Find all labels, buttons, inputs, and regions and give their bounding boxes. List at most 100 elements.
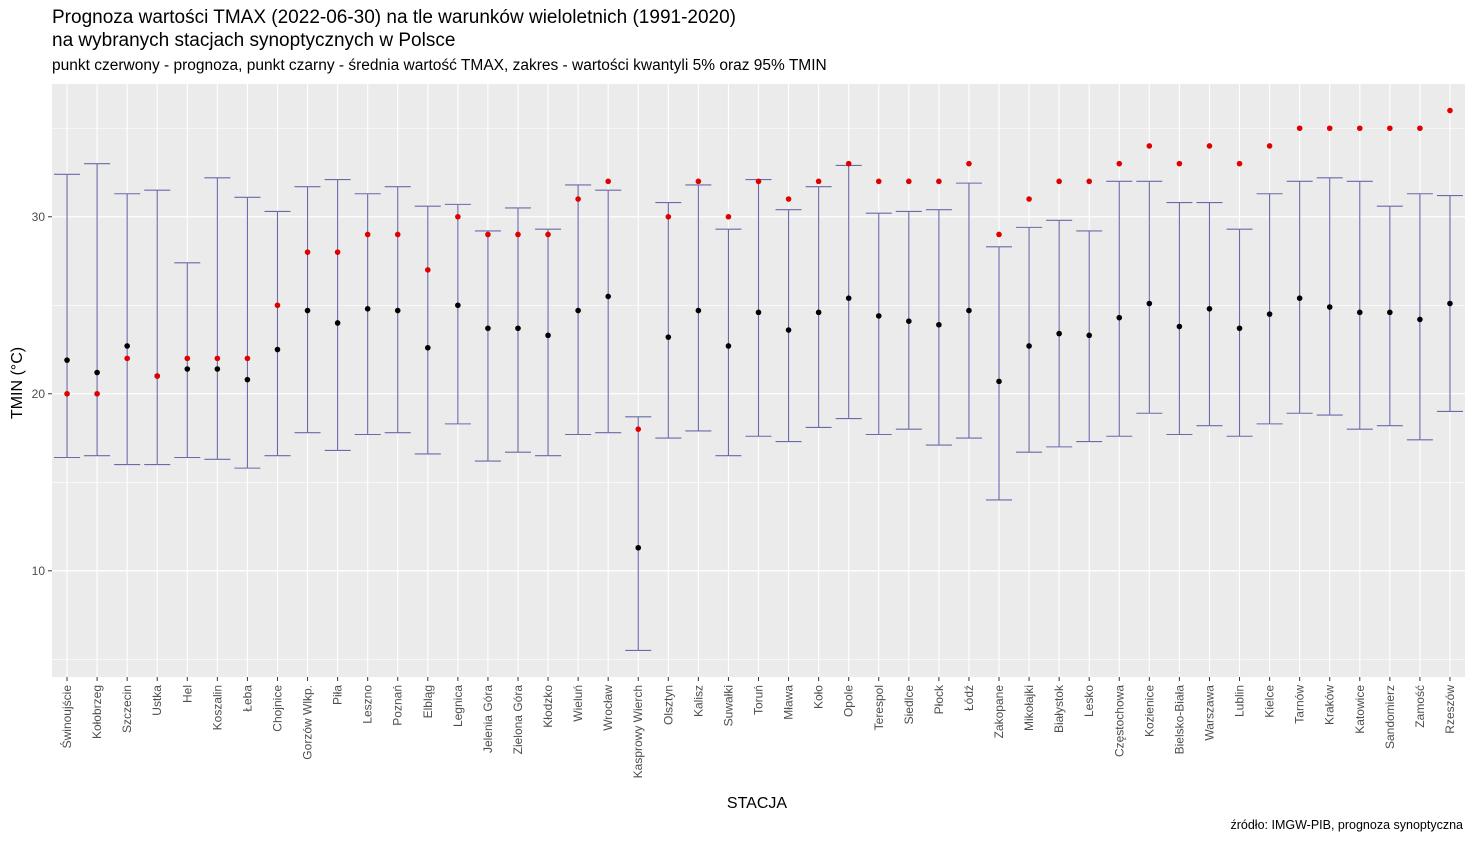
x-tick-label: Kasprowy Wierch: [631, 685, 645, 778]
mean-point: [1176, 323, 1183, 330]
x-tick-label: Kłodzko: [541, 685, 555, 728]
forecast-point: [1266, 143, 1273, 149]
forecast-point: [575, 196, 581, 202]
x-tick-label: Lesko: [1082, 685, 1096, 717]
forecast-point: [725, 213, 732, 220]
mean-point: [695, 307, 702, 314]
x-tick-label: Białystok: [1052, 684, 1066, 733]
mean-point: [244, 376, 251, 383]
y-axis-label: TMIN (°C): [9, 347, 26, 419]
mean-point: [304, 307, 311, 314]
forecast-point: [1356, 125, 1363, 132]
forecast-point: [1146, 143, 1153, 149]
forecast-point: [1417, 125, 1423, 132]
forecast-point: [966, 160, 972, 167]
x-tick-label: Terespol: [872, 685, 886, 730]
mean-point: [485, 325, 491, 332]
x-tick-label: Łeba: [240, 685, 254, 712]
mean-point: [1056, 330, 1062, 337]
mean-point: [635, 544, 642, 551]
forecast-point: [906, 178, 912, 185]
forecast-point: [815, 178, 822, 185]
forecast-point: [1236, 160, 1243, 167]
x-tick-label: Rzeszów: [1443, 685, 1457, 734]
forecast-point: [154, 373, 161, 379]
chart-title-line2: na wybranych stacjach synoptycznych w Po…: [52, 30, 456, 51]
mean-point: [1116, 314, 1123, 321]
forecast-point: [1026, 196, 1032, 202]
mean-point: [545, 332, 551, 339]
mean-point: [1387, 309, 1393, 316]
mean-point: [424, 344, 431, 351]
mean-point: [725, 343, 732, 349]
x-tick-label: Sandomierz: [1383, 685, 1397, 749]
x-tick-label: Leszno: [361, 685, 375, 724]
x-tick-label: Świnoujście: [59, 685, 74, 749]
mean-point: [1146, 300, 1153, 307]
mean-point: [1206, 306, 1213, 312]
x-tick-label: Legnica: [451, 685, 465, 727]
forecast-point: [605, 178, 611, 185]
x-tick-label: Chojnice: [270, 685, 284, 732]
forecast-point: [94, 390, 100, 397]
forecast-point: [1326, 125, 1333, 132]
x-tick-label: Opole: [842, 685, 856, 717]
forecast-point: [394, 231, 401, 238]
forecast-point: [214, 355, 221, 362]
x-tick-label: Lublin: [1233, 685, 1247, 717]
x-tick-label: Bielsko-Biała: [1172, 685, 1186, 755]
mean-points: [64, 293, 1453, 551]
mean-point: [1356, 309, 1363, 316]
mean-point: [815, 309, 822, 316]
forecast-point: [695, 178, 702, 185]
mean-point: [394, 307, 401, 314]
mean-point: [845, 295, 852, 301]
mean-point: [94, 369, 100, 376]
forecast-point: [1387, 125, 1393, 132]
mean-point: [575, 307, 581, 314]
x-tick-label: Poznań: [391, 685, 405, 726]
mean-point: [1266, 311, 1273, 317]
x-tick-label: Kalisz: [691, 685, 705, 717]
mean-point: [64, 357, 70, 363]
mean-point: [1236, 325, 1243, 332]
x-tick-label: Katowice: [1353, 685, 1367, 734]
forecast-point: [1447, 107, 1453, 114]
forecast-point: [996, 231, 1002, 238]
mean-point: [124, 343, 130, 349]
mean-point: [214, 366, 221, 372]
x-axis-label: STACJA: [727, 795, 787, 812]
x-tick-label: Koło: [812, 685, 826, 709]
forecast-points: [64, 107, 1453, 432]
x-tick-label: Toruń: [752, 685, 766, 715]
forecast-point: [304, 249, 311, 255]
x-tick-label: Mikołajki: [1022, 685, 1036, 731]
mean-point: [1026, 343, 1032, 349]
source-note: źródło: IMGW-PIB, prognoza synoptyczna: [1230, 818, 1463, 832]
x-tick-label: Zielona Góra: [511, 685, 525, 755]
x-tick-label: Kozienice: [1142, 685, 1156, 737]
mean-point: [184, 366, 191, 372]
x-tick-label: Zakopane: [992, 685, 1006, 739]
forecast-point: [274, 302, 281, 309]
x-tick-label: Koszalin: [210, 685, 224, 730]
x-tick-label: Jelenia Góra: [481, 685, 495, 753]
x-tick-label: Warszawa: [1202, 685, 1216, 741]
mean-point: [906, 318, 912, 325]
forecast-point: [184, 355, 191, 362]
mean-point: [1326, 304, 1333, 310]
forecast-point: [1296, 125, 1303, 132]
mean-point: [364, 306, 371, 312]
x-axis: Świnoujście Kołobrzeg Szczecin Ustka Hel Kosz…: [59, 677, 1457, 778]
x-tick-label: Kołobrzeg: [90, 685, 104, 739]
forecast-point: [334, 249, 341, 255]
y-tick-label: 30: [32, 210, 46, 224]
forecast-point: [1086, 178, 1093, 185]
x-tick-label: Szczecin: [120, 685, 134, 733]
mean-point: [755, 309, 762, 316]
mean-point: [785, 327, 792, 333]
mean-point: [966, 307, 972, 314]
x-tick-label: Płock: [932, 684, 946, 714]
x-tick-label: Piła: [331, 685, 345, 705]
mean-point: [936, 321, 942, 328]
